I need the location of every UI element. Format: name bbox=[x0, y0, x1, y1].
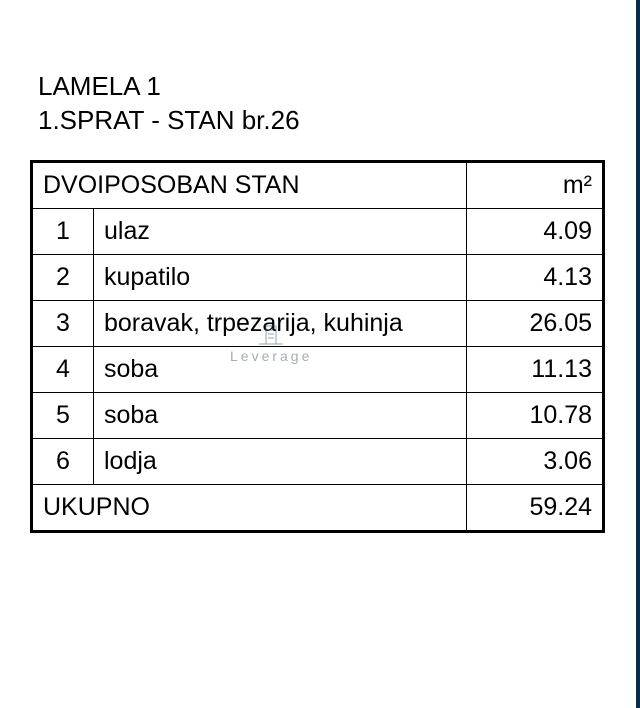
header-unit: m² bbox=[467, 161, 604, 208]
table-header-row: DVOIPOSOBAN STAN m² bbox=[32, 161, 604, 208]
table-row: 1 ulaz 4.09 bbox=[32, 208, 604, 254]
row-number: 6 bbox=[32, 438, 94, 484]
row-number: 2 bbox=[32, 254, 94, 300]
row-description: lodja bbox=[94, 438, 467, 484]
table-row: 5 soba 10.78 bbox=[32, 392, 604, 438]
table-row: 3 boravak, trpezarija, kuhinja 26.05 bbox=[32, 300, 604, 346]
table-row: 4 soba 11.13 bbox=[32, 346, 604, 392]
row-value: 4.09 bbox=[467, 208, 604, 254]
table-row: 6 lodja 3.06 bbox=[32, 438, 604, 484]
row-description: soba bbox=[94, 346, 467, 392]
rooms-table: DVOIPOSOBAN STAN m² 1 ulaz 4.09 2 kupati… bbox=[30, 160, 605, 533]
row-number: 3 bbox=[32, 300, 94, 346]
row-description: soba bbox=[94, 392, 467, 438]
row-value: 11.13 bbox=[467, 346, 604, 392]
row-value: 10.78 bbox=[467, 392, 604, 438]
document-page: LAMELA 1 1.SPRAT - STAN br.26 DVOIPOSOBA… bbox=[0, 0, 640, 563]
row-number: 4 bbox=[32, 346, 94, 392]
row-description: kupatilo bbox=[94, 254, 467, 300]
row-number: 1 bbox=[32, 208, 94, 254]
row-value: 4.13 bbox=[467, 254, 604, 300]
total-label: UKUPNO bbox=[32, 484, 467, 531]
row-description: boravak, trpezarija, kuhinja bbox=[94, 300, 467, 346]
row-number: 5 bbox=[32, 392, 94, 438]
header-apartment-type: DVOIPOSOBAN STAN bbox=[32, 161, 467, 208]
table-row: 2 kupatilo 4.13 bbox=[32, 254, 604, 300]
row-value: 26.05 bbox=[467, 300, 604, 346]
heading-line-2: 1.SPRAT - STAN br.26 bbox=[38, 104, 610, 138]
row-value: 3.06 bbox=[467, 438, 604, 484]
row-description: ulaz bbox=[94, 208, 467, 254]
heading-line-1: LAMELA 1 bbox=[38, 70, 610, 104]
heading-block: LAMELA 1 1.SPRAT - STAN br.26 bbox=[30, 70, 610, 138]
total-value: 59.24 bbox=[467, 484, 604, 531]
table-total-row: UKUPNO 59.24 bbox=[32, 484, 604, 531]
